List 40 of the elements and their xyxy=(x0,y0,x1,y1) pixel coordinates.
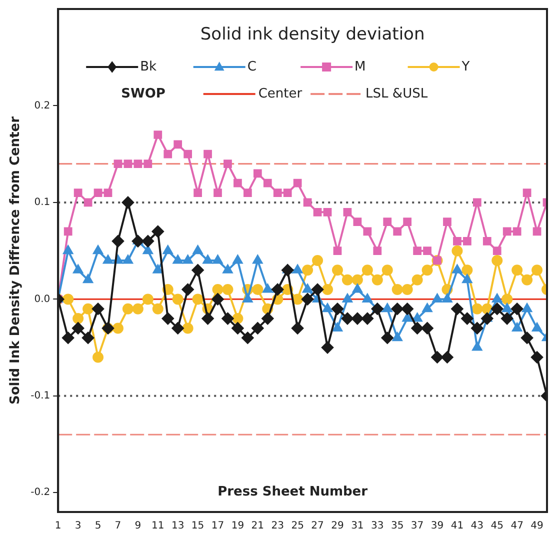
x-tick-label: 19 xyxy=(231,520,244,532)
x-tick-label: 17 xyxy=(211,520,224,532)
x-tick-label: 29 xyxy=(331,520,344,532)
x-tick-label: 21 xyxy=(251,520,264,532)
x-tick-label: 23 xyxy=(271,520,284,532)
x-tick-label: 43 xyxy=(470,520,484,532)
text: Solid ink density deviation xyxy=(200,24,425,44)
x-tick-label: 45 xyxy=(490,520,504,532)
x-tick-label: 13 xyxy=(171,520,184,532)
x-tick-label: 35 xyxy=(390,520,404,532)
x-tick-label: 47 xyxy=(510,520,524,532)
y-tick-label: 0.2 xyxy=(34,100,50,112)
legend-label: Y xyxy=(460,59,470,74)
x-tick-label: 1 xyxy=(54,520,62,532)
x-tick-label: 33 xyxy=(371,520,384,532)
x-tick-label: 15 xyxy=(191,520,204,532)
x-tick-label: 37 xyxy=(410,520,424,532)
x-tick-label: 3 xyxy=(74,520,82,532)
annotation: SWOP xyxy=(121,86,166,102)
legend-label: C xyxy=(247,59,256,74)
legend-label: M xyxy=(354,59,366,74)
x-tick-label: 39 xyxy=(430,520,444,532)
x-tick-label: 7 xyxy=(114,520,122,532)
y-tick-label: -0.1 xyxy=(30,390,50,402)
x-tick-label: 25 xyxy=(291,520,304,532)
x-tick-label: 41 xyxy=(450,520,464,532)
legend-label: LSL &USL xyxy=(366,86,428,102)
x-tick-label: 5 xyxy=(94,520,102,532)
x-tick-label: 27 xyxy=(311,520,324,532)
x-tick-label: 31 xyxy=(351,520,364,532)
y-axis-title: Solid Ink Density Diffrence from Center xyxy=(8,116,24,405)
x-tick-label: 9 xyxy=(134,520,142,532)
x-tick-label: 49 xyxy=(530,520,544,532)
legend-label: Center xyxy=(258,86,303,102)
y-tick-label: 0.1 xyxy=(34,197,50,208)
legend-label: Bk xyxy=(140,59,158,74)
x-axis-title: Press Sheet Number xyxy=(218,484,368,500)
y-tick-label: 0.0 xyxy=(34,294,50,305)
x-tick-label: 11 xyxy=(152,520,164,532)
y-tick-label: -0.2 xyxy=(30,487,50,498)
